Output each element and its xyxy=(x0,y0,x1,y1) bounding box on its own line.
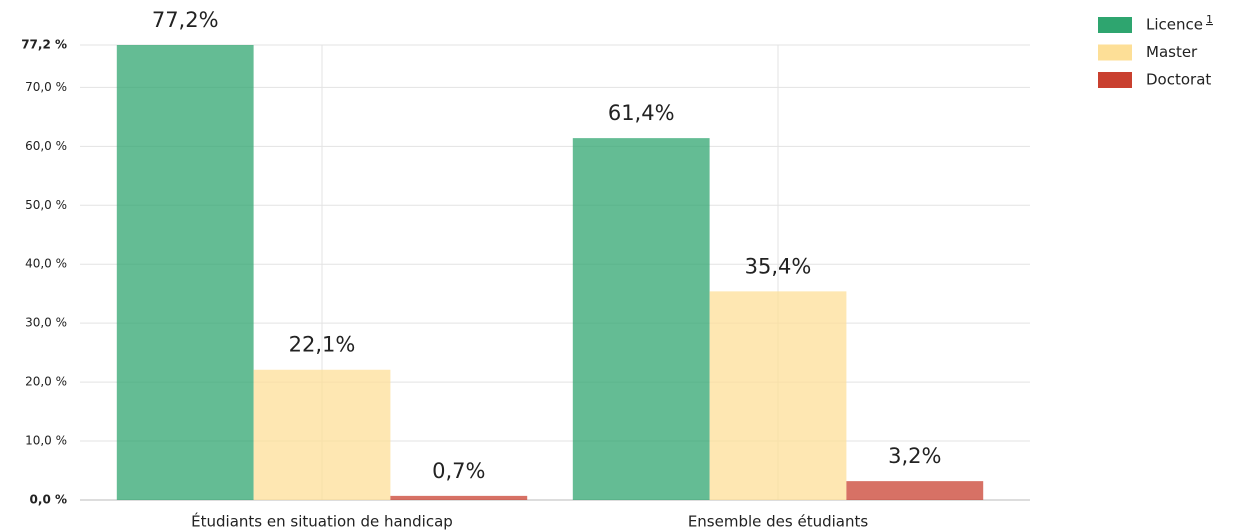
bar xyxy=(390,495,528,500)
bar xyxy=(116,45,254,500)
data-label: 0,7% xyxy=(432,459,485,483)
y-tick-label: 60,0 % xyxy=(25,139,67,153)
bar xyxy=(709,291,847,500)
legend-swatch xyxy=(1098,17,1132,33)
bar xyxy=(572,138,710,500)
y-tick-label: 70,0 % xyxy=(25,80,67,94)
y-tick-label: 30,0 % xyxy=(25,316,67,330)
bar xyxy=(253,369,391,500)
legend-swatch xyxy=(1098,44,1132,61)
data-label: 61,4% xyxy=(608,101,675,125)
bar xyxy=(846,481,984,500)
x-tick-label: Étudiants en situation de handicap xyxy=(191,512,453,531)
y-tick-label: 20,0 % xyxy=(25,375,67,389)
legend-label: Doctorat xyxy=(1146,71,1211,89)
y-tick-label: 0,0 % xyxy=(30,493,67,507)
data-label: 35,4% xyxy=(745,254,812,278)
legend-swatch xyxy=(1098,72,1132,88)
y-tick-label: 10,0 % xyxy=(25,434,67,448)
y-tick-label: 40,0 % xyxy=(25,257,67,271)
legend-label: Master xyxy=(1146,43,1198,61)
legend-footnote: 1 xyxy=(1206,13,1213,26)
data-label: 77,2% xyxy=(152,8,219,32)
y-tick-label: 50,0 % xyxy=(25,198,67,212)
y-tick-label: 77,2 % xyxy=(21,38,67,52)
data-label: 3,2% xyxy=(888,444,941,468)
legend-label: Licence xyxy=(1146,16,1203,34)
data-label: 22,1% xyxy=(289,333,356,357)
x-tick-label: Ensemble des étudiants xyxy=(688,513,869,531)
